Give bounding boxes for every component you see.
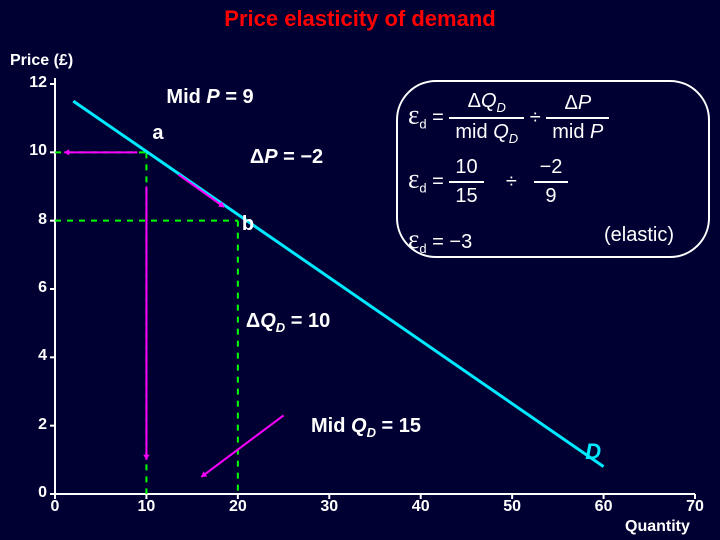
point-b-label: b [242,213,254,236]
mid-q-annotation: Mid QD = 15 [311,415,421,440]
mid-p-annotation: Mid P = 9 [166,86,253,109]
formula-line-1: εd = ΔQD mid QD ÷ ΔP mid P [408,90,609,146]
formula-line-3: εd = −3 [408,224,472,256]
delta-q-annotation: ΔQD = 10 [246,310,330,335]
delta-p-annotation: ΔP = −2 [250,146,323,169]
formula-line-2: εd = 10 15 ÷ −2 9 [408,156,568,208]
demand-curve-label: D [585,439,601,465]
formula-note: (elastic) [604,224,674,247]
point-a-label: a [152,122,163,145]
